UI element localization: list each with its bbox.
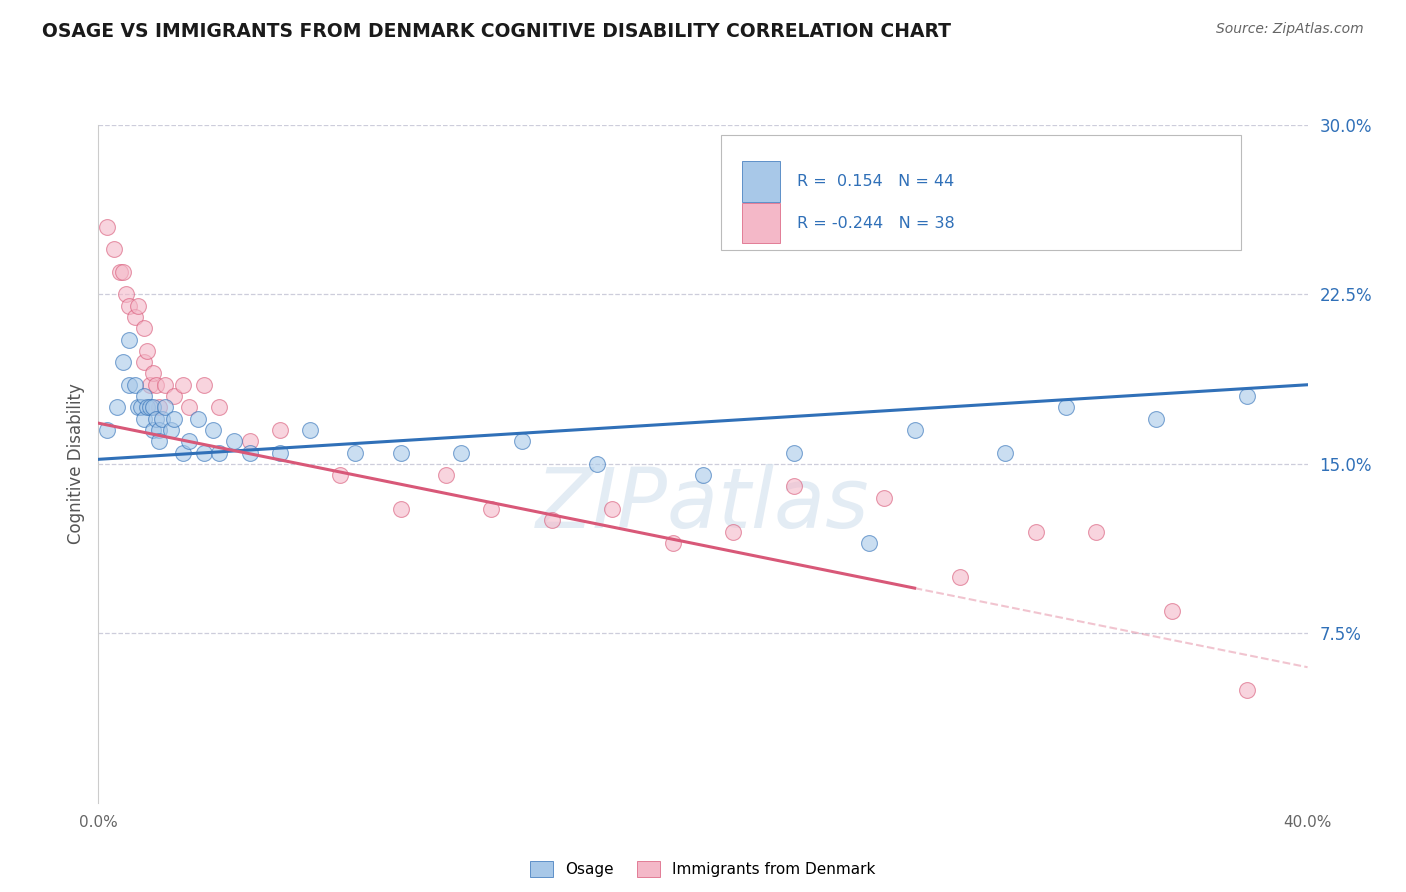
Point — [329, 468, 352, 483]
Text: ZIPatlas: ZIPatlas — [536, 464, 870, 545]
Point — [124, 377, 146, 392]
Point — [111, 355, 134, 369]
Point — [145, 377, 167, 392]
Point — [193, 445, 215, 459]
Point — [139, 401, 162, 415]
Point — [129, 401, 152, 415]
Point — [858, 536, 880, 550]
Point — [132, 389, 155, 403]
Point — [602, 502, 624, 516]
Point — [389, 445, 412, 459]
Point — [239, 434, 262, 449]
Point — [782, 445, 804, 459]
Point — [96, 219, 118, 234]
Point — [904, 423, 927, 437]
Point — [105, 401, 128, 415]
Legend: Osage, Immigrants from Denmark: Osage, Immigrants from Denmark — [524, 855, 882, 883]
Bar — [742, 202, 780, 244]
Point — [132, 355, 155, 369]
Point — [118, 377, 141, 392]
Point — [269, 423, 291, 437]
Point — [1085, 524, 1108, 539]
Point — [510, 434, 533, 449]
Point — [208, 401, 231, 415]
Point — [1024, 524, 1046, 539]
Point — [127, 401, 149, 415]
Point — [782, 479, 804, 493]
Point — [1236, 682, 1258, 697]
Point — [96, 423, 118, 437]
Point — [586, 457, 609, 471]
Point — [139, 377, 162, 392]
Point — [434, 468, 457, 483]
Point — [142, 423, 165, 437]
Point — [177, 401, 201, 415]
Point — [163, 389, 186, 403]
Point — [142, 401, 165, 415]
Point — [142, 367, 165, 381]
Point — [114, 287, 136, 301]
Point — [299, 423, 322, 437]
Point — [127, 299, 149, 313]
Point — [160, 423, 183, 437]
Point — [692, 468, 714, 483]
Point — [193, 377, 215, 392]
Point — [481, 502, 503, 516]
Point — [540, 513, 562, 527]
Point — [239, 445, 262, 459]
Point — [1144, 411, 1167, 425]
Text: R = -0.244   N = 38: R = -0.244 N = 38 — [797, 216, 955, 230]
Point — [103, 242, 125, 256]
FancyBboxPatch shape — [721, 135, 1241, 251]
Point — [148, 401, 170, 415]
Point — [873, 491, 896, 505]
Point — [224, 434, 246, 449]
Point — [153, 401, 176, 415]
Text: Source: ZipAtlas.com: Source: ZipAtlas.com — [1216, 22, 1364, 37]
Point — [450, 445, 472, 459]
Point — [202, 423, 225, 437]
Text: OSAGE VS IMMIGRANTS FROM DENMARK COGNITIVE DISABILITY CORRELATION CHART: OSAGE VS IMMIGRANTS FROM DENMARK COGNITI… — [42, 22, 952, 41]
Point — [135, 401, 157, 415]
Point — [111, 265, 134, 279]
Point — [994, 445, 1017, 459]
Point — [148, 434, 170, 449]
Point — [150, 411, 173, 425]
Point — [124, 310, 146, 324]
Point — [344, 445, 367, 459]
Text: R =  0.154   N = 44: R = 0.154 N = 44 — [797, 174, 955, 189]
Point — [132, 321, 155, 335]
Point — [661, 536, 683, 550]
Point — [118, 299, 141, 313]
Point — [108, 265, 131, 279]
Point — [132, 411, 155, 425]
Point — [177, 434, 201, 449]
Point — [1160, 604, 1182, 618]
Point — [721, 524, 744, 539]
Point — [949, 570, 972, 584]
Point — [148, 423, 170, 437]
Point — [145, 411, 167, 425]
Point — [187, 411, 209, 425]
Point — [269, 445, 291, 459]
Point — [163, 411, 186, 425]
Point — [153, 377, 176, 392]
Point — [389, 502, 412, 516]
Point — [172, 377, 194, 392]
Point — [118, 333, 141, 347]
Point — [135, 343, 157, 358]
Point — [1054, 401, 1077, 415]
Point — [1236, 389, 1258, 403]
Y-axis label: Cognitive Disability: Cognitive Disability — [66, 384, 84, 544]
Point — [172, 445, 194, 459]
Point — [208, 445, 231, 459]
Bar — [742, 161, 780, 202]
